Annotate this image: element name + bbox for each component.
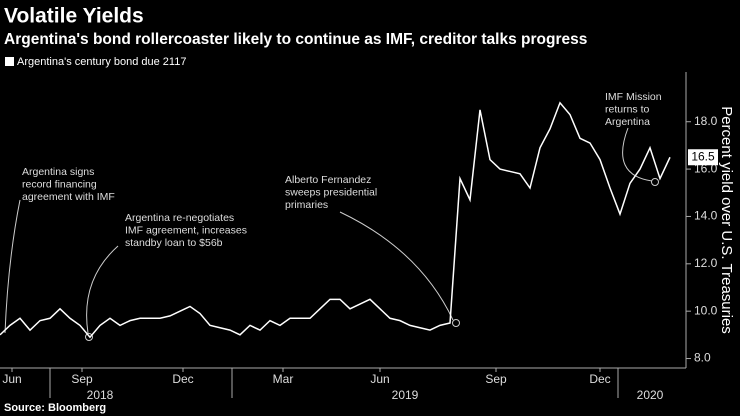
annotation: Argentina re-negotiates <box>125 212 234 224</box>
annotation-arrow <box>622 127 653 182</box>
y-tick-label: 12.0 <box>694 256 718 270</box>
chart-title: Volatile Yields <box>4 5 144 28</box>
x-tick-label: Dec <box>172 372 193 386</box>
annotation: primaries <box>285 199 328 211</box>
annotation: Argentina signs <box>22 166 94 178</box>
annotation: Alberto Fernandez <box>285 174 371 186</box>
annotation: returns to <box>605 103 650 115</box>
annotation: agreement with IMF <box>22 191 115 203</box>
annotation: IMF Mission <box>605 91 662 103</box>
x-year-label: 2019 <box>392 388 419 402</box>
x-tick-label: Mar <box>273 372 294 386</box>
chart-subtitle: Argentina's bond rollercoaster likely to… <box>4 31 587 48</box>
y-tick-label: 10.0 <box>694 303 718 317</box>
annotation-marker <box>85 333 93 341</box>
last-value-label: 16.5 <box>691 149 715 163</box>
last-value-box <box>688 149 718 166</box>
annotation: record financing <box>22 178 97 190</box>
y-axis-title: Percent yield over U.S. Treasuries <box>718 106 735 334</box>
y-tick-label: 8.0 <box>694 351 711 365</box>
annotation-marker <box>452 319 460 327</box>
legend-label: Argentina's century bond due 2117 <box>17 56 186 68</box>
x-year-label: 2020 <box>637 388 664 402</box>
annotation: Argentina <box>605 116 650 128</box>
x-tick-label: Sep <box>485 372 507 386</box>
annotation-arrow <box>4 199 21 334</box>
legend-swatch <box>5 57 14 66</box>
x-tick-label: Dec <box>589 372 610 386</box>
source: Source: Bloomberg <box>4 402 106 414</box>
annotation: IMF agreement, increases <box>125 224 247 236</box>
line-series <box>0 101 671 339</box>
annotation-marker <box>651 178 659 186</box>
x-tick-label: Sep <box>71 372 93 386</box>
x-tick-label: Jun <box>2 372 21 386</box>
annotation-arrow <box>339 211 454 321</box>
annotation: sweeps presidential <box>285 186 377 198</box>
annotation: standby loan to $56b <box>125 237 223 249</box>
x-year-label: 2018 <box>87 388 114 402</box>
y-tick-label: 18.0 <box>694 114 718 128</box>
y-tick-label: 14.0 <box>694 209 718 223</box>
annotation-arrow <box>86 245 119 334</box>
x-tick-label: Jun <box>370 372 389 386</box>
